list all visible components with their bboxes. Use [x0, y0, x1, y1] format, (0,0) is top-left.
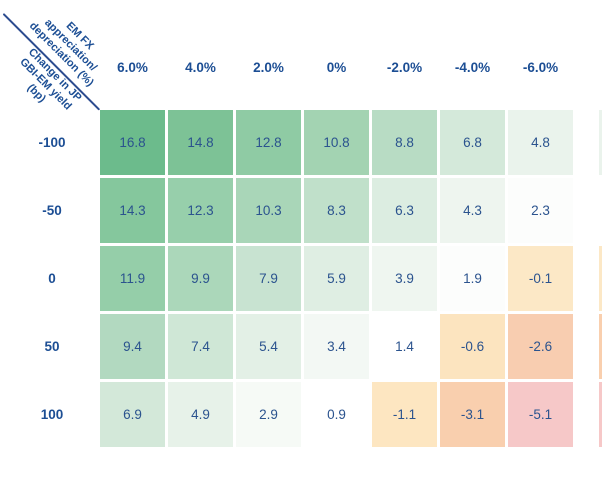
row-label: -50	[42, 203, 62, 218]
partial-column-cell	[599, 246, 602, 311]
partial-column-cell	[599, 382, 602, 447]
heatmap-cell: 8.8	[372, 110, 437, 175]
column-header: 6.0%	[117, 60, 148, 75]
heatmap-cell: -0.1	[508, 246, 573, 311]
row-label: 100	[40, 407, 64, 422]
heatmap-cell: 1.9	[440, 246, 505, 311]
heatmap-cell: 8.3	[304, 178, 369, 243]
heatmap-cell: -5.1	[508, 382, 573, 447]
heatmap-cell: 12.3	[168, 178, 233, 243]
partial-column-cell	[599, 110, 602, 175]
heatmap-cell: 14.3	[100, 178, 165, 243]
partial-column-cell	[599, 178, 602, 243]
heatmap-cell: 12.8	[236, 110, 301, 175]
heatmap-cell: 6.3	[372, 178, 437, 243]
heatmap-cell: 4.9	[168, 382, 233, 447]
heatmap-cell: 10.3	[236, 178, 301, 243]
column-header: 2.0%	[253, 60, 284, 75]
column-header-row: 6.0% 4.0% 2.0% 0% -2.0% -4.0% -6.0%	[100, 53, 573, 83]
heatmap-cell: -3.1	[440, 382, 505, 447]
heatmap-cell: 7.9	[236, 246, 301, 311]
row-label-column: -100 -50 0 50 100	[0, 110, 104, 450]
partial-column-cell	[599, 314, 602, 379]
heatmap-cell: 5.9	[304, 246, 369, 311]
heatmap-cell: 9.9	[168, 246, 233, 311]
heatmap-cell: 3.4	[304, 314, 369, 379]
heatmap-cell: -0.6	[440, 314, 505, 379]
heatmap-cell: 4.8	[508, 110, 573, 175]
heatmap-cell: 1.4	[372, 314, 437, 379]
column-header: -6.0%	[522, 60, 559, 75]
heatmap-cell: 2.3	[508, 178, 573, 243]
row-label: -100	[38, 135, 66, 150]
heatmap-cell: 11.9	[100, 246, 165, 311]
heatmap-cell: -2.6	[508, 314, 573, 379]
heatmap-cell: 14.8	[168, 110, 233, 175]
heatmap-cell: 6.9	[100, 382, 165, 447]
heatmap-cell: 6.8	[440, 110, 505, 175]
heatmap-cell: 0.9	[304, 382, 369, 447]
heatmap-cell: 2.9	[236, 382, 301, 447]
column-header: 0%	[326, 60, 347, 75]
row-label: 50	[44, 339, 60, 354]
heatmap-cell: -1.1	[372, 382, 437, 447]
heatmap-cell: 16.8	[100, 110, 165, 175]
heatmap-cell: 7.4	[168, 314, 233, 379]
heatmap-cell: 10.8	[304, 110, 369, 175]
column-header: -2.0%	[386, 60, 423, 75]
heatmap-cell: 5.4	[236, 314, 301, 379]
column-header: 4.0%	[185, 60, 216, 75]
column-header: -4.0%	[454, 60, 491, 75]
heatmap-cell: 9.4	[100, 314, 165, 379]
heatmap-cell: 3.9	[372, 246, 437, 311]
row-label: 0	[48, 271, 56, 286]
heatmap-cell: 4.3	[440, 178, 505, 243]
heatmap-grid: 16.8 14.8 12.8 10.8 8.8 6.8 4.8 14.3 12.3 10.3 8.3…	[100, 110, 573, 447]
